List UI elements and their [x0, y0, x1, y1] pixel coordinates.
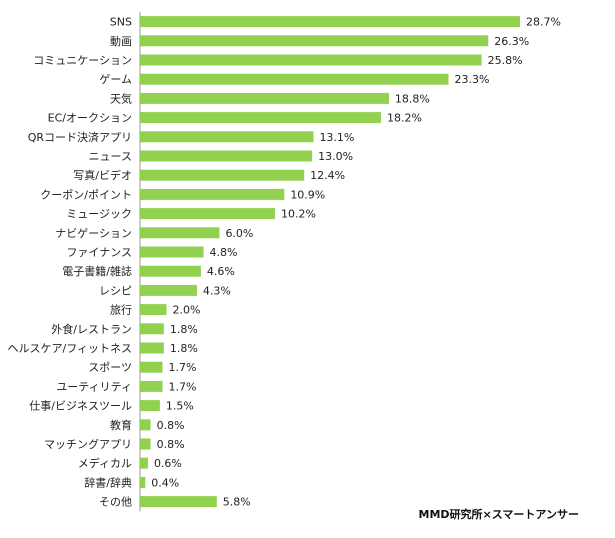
value-label: 18.2% [387, 112, 422, 125]
category-label: レシピ [99, 284, 132, 297]
bar [140, 227, 220, 239]
value-label: 0.8% [157, 419, 185, 432]
bar [140, 208, 276, 220]
value-label: 0.4% [151, 476, 179, 489]
category-label: 辞書/辞典 [84, 475, 132, 489]
value-label: 1.8% [170, 342, 198, 355]
bar [140, 92, 389, 104]
bar [140, 284, 197, 296]
value-label: 4.3% [203, 284, 231, 297]
category-label: ミュージック [66, 208, 132, 221]
source-credit: MMD研究所×スマートアンサー [418, 508, 579, 521]
category-label: QRコード決済アプリ [28, 130, 132, 144]
category-label: 外食/レストラン [51, 322, 132, 336]
value-label: 6.0% [225, 227, 253, 240]
value-label: 26.3% [494, 35, 529, 48]
value-label: 28.7% [526, 16, 561, 29]
category-label: その他 [99, 496, 132, 509]
bar [140, 150, 313, 162]
value-label: 23.3% [455, 73, 490, 86]
category-label: 写真/ビデオ [73, 168, 132, 182]
bar [140, 265, 201, 277]
category-label: ゲーム [99, 73, 132, 86]
bar [140, 419, 151, 431]
value-label: 25.8% [488, 54, 523, 67]
category-label: マッチングアプリ [44, 437, 132, 451]
category-label: EC/オークション [48, 112, 132, 125]
bar [140, 342, 164, 354]
bar [140, 496, 217, 508]
bar [140, 112, 381, 124]
value-label: 2.0% [172, 304, 200, 317]
bar [140, 323, 164, 335]
category-label: ヘルスケア/フィットネス [8, 342, 133, 355]
bar [140, 361, 163, 373]
value-label: 1.5% [166, 400, 194, 413]
value-label: 13.0% [318, 150, 353, 163]
category-label: ニュース [89, 150, 132, 163]
bar [140, 54, 482, 66]
category-label: 教育 [110, 418, 132, 432]
category-label: ファイナンス [66, 246, 132, 259]
bar [140, 476, 146, 488]
value-label: 13.1% [319, 131, 354, 144]
value-label: 0.6% [154, 457, 182, 470]
bar [140, 457, 148, 469]
category-label: コミュニケーション [33, 54, 132, 67]
bar [140, 380, 163, 392]
value-label: 18.8% [395, 92, 430, 105]
value-label: 4.6% [207, 265, 235, 278]
bar [140, 169, 305, 181]
value-label: 1.7% [169, 380, 197, 393]
value-label: 10.2% [281, 208, 316, 221]
category-label: 旅行 [110, 303, 132, 317]
category-label: ユーティリティ [56, 380, 132, 393]
value-label: 5.8% [223, 496, 251, 509]
bar [140, 131, 314, 143]
category-label: スポーツ [88, 361, 132, 374]
bar [140, 304, 167, 316]
value-label: 12.4% [310, 169, 345, 182]
value-label: 10.9% [290, 188, 325, 201]
value-label: 0.8% [157, 438, 185, 451]
bar [140, 438, 151, 450]
category-label: ナビゲーション [55, 227, 132, 240]
value-label: 4.8% [210, 246, 238, 259]
category-label: 天気 [110, 91, 132, 105]
category-label: クーポン/ポイント [40, 188, 132, 201]
bar [140, 400, 160, 412]
category-label: メディカル [78, 456, 132, 470]
category-label: 仕事/ビジネスツール [29, 400, 132, 413]
value-label: 1.7% [169, 361, 197, 374]
bar [140, 246, 204, 258]
bar [140, 35, 489, 47]
bar [140, 188, 285, 200]
category-label: 電子書籍/雑誌 [62, 264, 132, 278]
category-label: SNS [110, 16, 132, 29]
bar [140, 16, 520, 28]
value-label: 1.8% [170, 323, 198, 336]
category-label: 動画 [110, 34, 132, 48]
bar [140, 73, 449, 85]
